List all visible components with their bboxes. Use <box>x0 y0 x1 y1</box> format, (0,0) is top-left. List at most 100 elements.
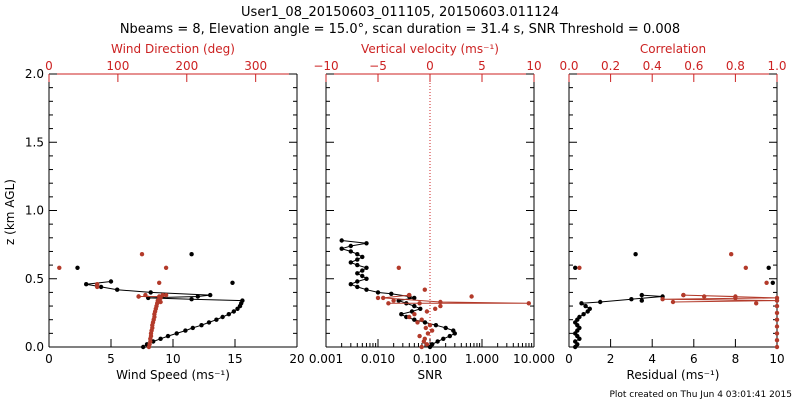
data-point <box>447 333 452 339</box>
data-point <box>412 303 417 309</box>
data-point <box>774 295 780 301</box>
data-point <box>422 336 427 341</box>
y-tick-label: 1.0 <box>25 204 44 218</box>
data-point <box>443 325 448 331</box>
data-point <box>240 298 245 303</box>
data-point <box>115 287 120 292</box>
series-2 <box>75 252 235 285</box>
series-line <box>86 281 244 348</box>
series-1 <box>84 279 245 350</box>
data-point <box>389 291 394 296</box>
data-point <box>348 249 353 254</box>
data-point <box>391 298 396 303</box>
data-point <box>743 265 748 270</box>
data-point <box>407 292 412 298</box>
x-tick-label: 8 <box>732 352 740 366</box>
data-point <box>424 309 430 314</box>
data-point <box>573 265 578 270</box>
data-point <box>75 265 80 270</box>
x-axis-label: Residual (ms⁻¹) <box>627 368 720 382</box>
top-x-tick-label: 0.6 <box>684 59 703 73</box>
top-x-tick-label: 200 <box>175 59 198 73</box>
data-point <box>158 336 163 341</box>
data-point <box>407 314 412 320</box>
data-point <box>163 265 169 270</box>
data-point <box>424 342 430 347</box>
data-point <box>438 303 443 309</box>
data-point <box>764 280 769 285</box>
data-point <box>639 292 644 298</box>
data-point <box>581 312 586 317</box>
series-4 <box>660 292 780 305</box>
y-tick-labels: 0.0 0.5 1.0 1.5 2.0 <box>25 67 44 354</box>
data-point <box>412 295 417 301</box>
data-point <box>670 299 676 305</box>
data-point <box>422 320 428 325</box>
data-point <box>425 331 431 336</box>
data-point <box>774 331 780 336</box>
x-tick-label: 5 <box>107 352 115 366</box>
top-x-tick-label: 0 <box>426 59 434 73</box>
data-point <box>429 328 435 333</box>
series-line <box>574 294 663 348</box>
data-point <box>348 260 353 265</box>
data-point <box>139 252 145 257</box>
top-x-axis-label: Correlation <box>640 42 706 56</box>
data-point <box>195 294 200 299</box>
data-point <box>526 301 531 306</box>
data-point <box>441 336 446 341</box>
data-point <box>189 297 194 302</box>
data-point <box>412 312 417 317</box>
data-point <box>183 328 188 333</box>
data-point <box>399 312 404 317</box>
x-tick-label: 0 <box>565 352 573 366</box>
y-tick-label: 1.5 <box>25 135 44 149</box>
data-point <box>98 284 104 290</box>
data-point <box>419 344 424 350</box>
data-point <box>355 257 360 262</box>
data-point <box>430 342 435 347</box>
data-point <box>639 298 644 303</box>
data-point <box>451 328 456 333</box>
data-point <box>165 333 171 339</box>
data-point <box>774 310 780 316</box>
series-1 <box>339 238 457 350</box>
data-point <box>438 299 443 305</box>
top-x-tick-label: −10 <box>313 59 338 73</box>
data-point <box>174 331 179 336</box>
data-point <box>386 301 391 306</box>
data-point <box>199 323 204 328</box>
data-point <box>348 243 353 249</box>
data-point <box>364 241 369 246</box>
data-point <box>339 238 344 243</box>
x-axis-label: Wind Speed (ms⁻¹) <box>116 368 230 382</box>
top-x-axis-label: Vertical velocity (ms⁻¹) <box>361 42 499 56</box>
data-point <box>339 246 344 251</box>
data-point <box>157 280 162 285</box>
x-tick-label: 10 <box>769 352 784 366</box>
y-tick-label: 2.0 <box>25 67 44 81</box>
data-point <box>57 265 62 270</box>
x-axis-label: SNR <box>418 368 443 382</box>
data-point <box>355 271 360 276</box>
data-point <box>220 314 225 320</box>
x-tick-label: 0.010 <box>361 352 395 366</box>
data-point <box>427 323 433 328</box>
data-point <box>435 339 440 344</box>
data-point <box>774 303 780 309</box>
series-4 <box>136 292 169 299</box>
data-point <box>190 325 195 331</box>
top-x-tick-label: 0.4 <box>643 59 662 73</box>
data-point <box>355 262 360 268</box>
data-point <box>633 252 638 257</box>
top-x-axis-label: Wind Direction (deg) <box>111 42 235 56</box>
chart-subtitle: Nbeams = 8, Elevation angle = 15.0°, sca… <box>120 22 680 37</box>
data-point <box>375 295 381 301</box>
series-1 <box>573 292 665 350</box>
data-point <box>226 312 231 317</box>
x-tick-label: 20 <box>289 352 304 366</box>
data-point <box>412 317 417 322</box>
x-tick-label: 6 <box>690 352 698 366</box>
